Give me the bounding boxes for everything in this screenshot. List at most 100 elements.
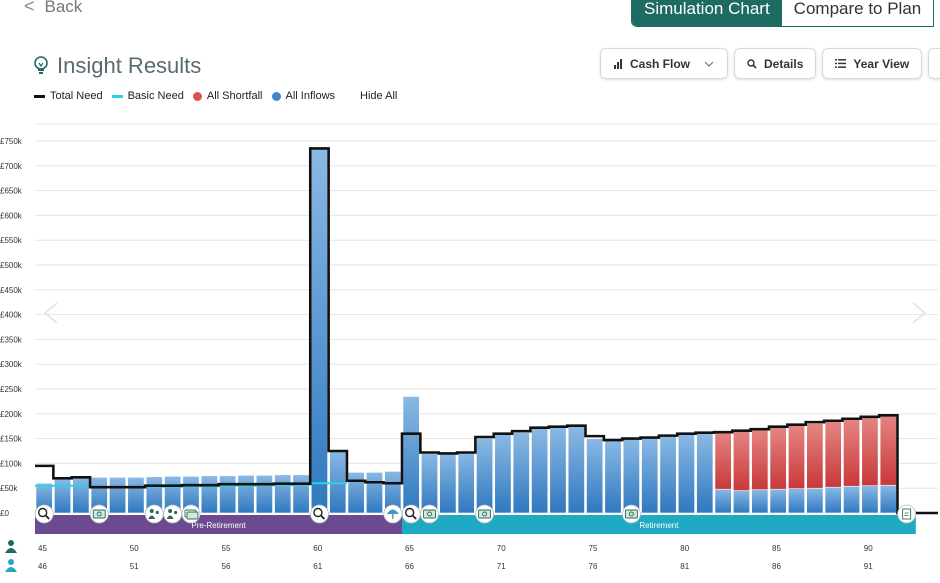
- page-title-text: Insight Results: [57, 53, 202, 78]
- inflow-bar[interactable]: [604, 440, 622, 514]
- inflow-bar[interactable]: [255, 475, 273, 514]
- chevron-right-icon[interactable]: [912, 302, 927, 324]
- inflow-bar[interactable]: [439, 453, 457, 514]
- inflow-bar[interactable]: [567, 426, 585, 514]
- back-button[interactable]: < Back: [24, 0, 82, 17]
- age-label-secondary: 51: [130, 562, 139, 571]
- more-options-button[interactable]: [928, 48, 940, 79]
- legend-basic-need[interactable]: Basic Need: [111, 90, 184, 102]
- inflow-bar[interactable]: [788, 488, 805, 514]
- inflow-bar[interactable]: [769, 488, 787, 514]
- inflow-bar[interactable]: [843, 485, 861, 514]
- inflow-bar[interactable]: [329, 450, 347, 514]
- shortfall-bar[interactable]: [861, 416, 879, 487]
- inflow-bar[interactable]: [310, 148, 328, 514]
- legend-total-need[interactable]: Total Need: [34, 90, 103, 102]
- back-label: Back: [44, 0, 83, 16]
- cash-flow-label: Cash Flow: [630, 56, 691, 71]
- inflow-bar[interactable]: [641, 437, 659, 514]
- lightbulb-icon: [34, 56, 48, 74]
- money-icon[interactable]: [89, 504, 109, 524]
- family-icon[interactable]: [144, 504, 164, 524]
- tab-simulation-chart[interactable]: Simulation Chart: [632, 0, 782, 26]
- legend-all-inflows[interactable]: All Inflows: [271, 90, 336, 102]
- inflow-bar[interactable]: [732, 490, 750, 514]
- inflow-bar[interactable]: [549, 427, 567, 514]
- inflow-bar[interactable]: [806, 487, 824, 514]
- shortfall-bar[interactable]: [732, 430, 750, 491]
- chart-lines: [35, 147, 938, 515]
- chart-bars: [35, 148, 897, 514]
- age-label-primary: 50: [130, 544, 139, 553]
- inflow-bar[interactable]: [127, 476, 145, 514]
- inflow-bar[interactable]: [292, 474, 310, 514]
- shortfall-bar[interactable]: [824, 420, 842, 488]
- shortfall-bar[interactable]: [806, 423, 824, 489]
- shortfall-bar[interactable]: [788, 425, 805, 489]
- inflow-bar[interactable]: [347, 472, 365, 514]
- inflow-bar[interactable]: [586, 438, 604, 514]
- inflow-bar[interactable]: [696, 433, 714, 514]
- inflow-bar[interactable]: [512, 432, 530, 514]
- shortfall-bar[interactable]: [769, 427, 787, 490]
- age-label-primary: 65: [405, 544, 414, 553]
- inflow-bar[interactable]: [200, 475, 218, 514]
- inflow-bar[interactable]: [879, 484, 897, 514]
- inflow-bar[interactable]: [54, 478, 71, 514]
- inflow-bar[interactable]: [677, 434, 695, 514]
- family-icon[interactable]: [163, 504, 183, 524]
- umbrella-icon[interactable]: [383, 504, 403, 524]
- inflow-bar[interactable]: [237, 475, 255, 514]
- shortfall-bar[interactable]: [751, 428, 769, 490]
- total-need-line[interactable]: [35, 147, 938, 515]
- legend-all-shortfall[interactable]: All Shortfall: [192, 90, 263, 102]
- chevron-left-icon[interactable]: [43, 302, 58, 324]
- money-icon[interactable]: [420, 504, 439, 524]
- legend-all-inflows-label: All Inflows: [285, 90, 336, 102]
- inflow-bar[interactable]: [219, 475, 237, 514]
- review-magnifier-icon[interactable]: [34, 504, 54, 524]
- cards-icon[interactable]: [181, 504, 201, 524]
- inflow-bar[interactable]: [622, 438, 640, 514]
- inflow-bar[interactable]: [751, 489, 769, 514]
- inflow-bar[interactable]: [421, 453, 439, 514]
- inflow-bar[interactable]: [531, 428, 549, 514]
- inflow-bar[interactable]: [457, 452, 475, 514]
- person-secondary-icon: [5, 559, 17, 572]
- legend-all-shortfall-swatch: [192, 91, 202, 101]
- inflow-bar[interactable]: [476, 438, 494, 514]
- money-icon[interactable]: [621, 504, 641, 524]
- inflow-bar[interactable]: [274, 474, 292, 514]
- inflow-bar[interactable]: [365, 472, 383, 514]
- age-label-primary: 85: [772, 544, 781, 553]
- hide-all-button[interactable]: Hide All: [360, 90, 398, 102]
- age-label-primary: 70: [497, 544, 506, 553]
- inflow-bar[interactable]: [109, 476, 127, 514]
- inflow-bar[interactable]: [494, 434, 512, 514]
- shortfall-bar[interactable]: [843, 418, 861, 487]
- age-label-secondary: 61: [313, 562, 322, 571]
- phase-band: [35, 515, 402, 534]
- person-primary-icon: [5, 540, 17, 553]
- inflow-bar[interactable]: [659, 435, 677, 514]
- age-label-primary: 45: [38, 544, 47, 553]
- year-view-button[interactable]: Year View: [822, 48, 923, 79]
- tab-compare-to-plan[interactable]: Compare to Plan: [781, 0, 934, 26]
- y-tick-label: £250k: [0, 385, 23, 394]
- cash-flow-dropdown[interactable]: Cash Flow: [600, 48, 729, 79]
- y-tick-label: £350k: [0, 335, 23, 344]
- inflow-bar[interactable]: [861, 485, 879, 514]
- details-button[interactable]: Details: [734, 48, 817, 79]
- inflow-bar[interactable]: [72, 476, 90, 514]
- review-magnifier-icon[interactable]: [401, 504, 421, 524]
- inflow-bar[interactable]: [714, 488, 732, 514]
- document-icon[interactable]: [897, 504, 917, 524]
- age-label-primary: 90: [864, 544, 873, 553]
- review-magnifier-icon[interactable]: [310, 504, 329, 524]
- inflow-bar[interactable]: [402, 396, 420, 514]
- inflow-bar[interactable]: [824, 486, 842, 514]
- shortfall-bar[interactable]: [879, 414, 897, 486]
- shortfall-bar[interactable]: [714, 431, 732, 490]
- y-tick-label: £600k: [0, 211, 23, 220]
- money-icon[interactable]: [475, 504, 494, 524]
